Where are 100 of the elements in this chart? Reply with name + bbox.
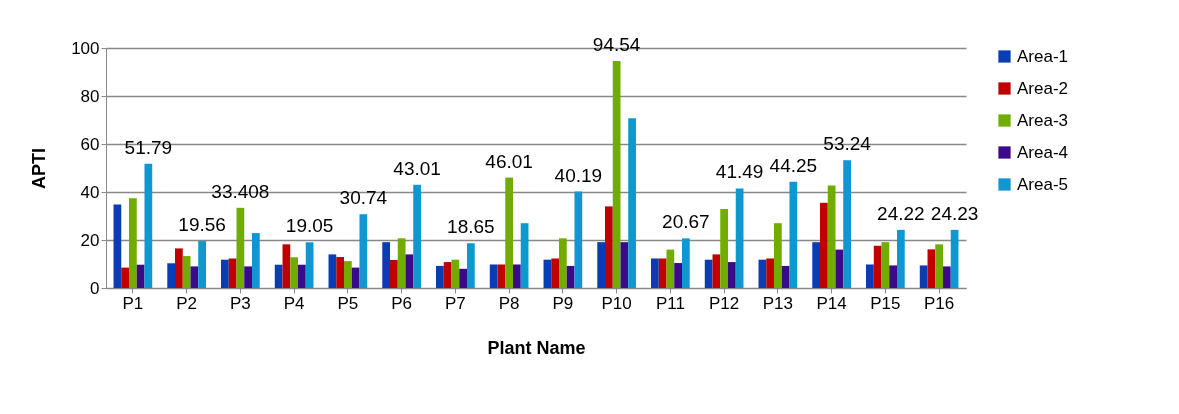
bar	[182, 256, 191, 288]
x-tick-label: P1	[122, 293, 144, 313]
data-label: 43.01	[393, 157, 441, 179]
bar	[305, 242, 314, 288]
bar	[835, 249, 844, 288]
data-label: 40.19	[554, 164, 603, 186]
x-tick-label: P10	[601, 293, 632, 313]
bar	[113, 204, 122, 288]
bar	[943, 266, 951, 288]
bar	[443, 262, 452, 288]
x-tick-label: P16	[924, 293, 955, 313]
bar	[781, 265, 790, 288]
bar	[597, 242, 606, 288]
bar	[167, 263, 176, 288]
bar	[896, 229, 905, 288]
x-tick-label: P13	[762, 293, 793, 313]
legend-label: Area-4	[1017, 142, 1069, 162]
bar	[390, 259, 398, 288]
bar	[789, 181, 798, 288]
bar	[397, 238, 406, 288]
bar	[566, 265, 575, 288]
bar	[866, 264, 874, 288]
y-tick-label: 40	[80, 182, 100, 202]
x-tick-label: P2	[176, 293, 198, 313]
bar	[290, 257, 298, 288]
bar	[144, 163, 153, 288]
bar	[282, 244, 291, 288]
bar	[612, 61, 621, 288]
data-label: 24.23	[930, 202, 979, 224]
x-tick-label: P14	[816, 293, 847, 313]
bar	[674, 263, 682, 288]
bar	[827, 185, 836, 288]
bar	[497, 264, 506, 288]
data-label: 53.24	[823, 133, 872, 155]
x-tick-label: P7	[444, 293, 466, 313]
y-tick-label: 20	[80, 230, 100, 250]
data-label: 33.408	[211, 180, 270, 202]
bar	[666, 249, 675, 288]
bar	[919, 265, 928, 288]
bar	[436, 265, 444, 288]
bar	[413, 184, 421, 288]
bar	[175, 248, 183, 288]
data-label: 24.22	[877, 202, 925, 224]
x-tick-label: P15	[870, 293, 901, 313]
bar	[812, 242, 821, 288]
x-tick-label: P4	[283, 293, 305, 313]
data-label: 20.67	[662, 211, 710, 233]
bar	[728, 262, 736, 288]
bar	[889, 265, 897, 288]
y-tick-label: 80	[80, 86, 100, 106]
bar	[651, 258, 659, 288]
bar	[505, 177, 513, 288]
bar	[559, 238, 567, 288]
bar	[927, 249, 936, 288]
bar	[881, 242, 890, 288]
data-label: 18.65	[447, 216, 495, 238]
bar	[720, 209, 728, 288]
bar	[950, 229, 959, 288]
bar	[843, 160, 851, 288]
bar	[466, 243, 475, 288]
y-tick-label: 100	[71, 38, 100, 58]
bar	[735, 188, 744, 288]
bar	[221, 259, 229, 288]
bar	[520, 223, 529, 288]
bar	[620, 242, 629, 288]
bar	[704, 259, 713, 288]
bar	[681, 238, 690, 288]
data-label: 94.54	[592, 34, 641, 56]
legend-label: Area-2	[1017, 78, 1069, 98]
bar	[605, 206, 613, 288]
bar	[328, 254, 337, 288]
bar	[574, 191, 583, 288]
x-tick-label: P6	[391, 293, 413, 313]
legend-label: Area-1	[1017, 46, 1069, 66]
bar	[658, 258, 667, 288]
data-label: 19.05	[285, 215, 334, 237]
bar	[236, 207, 245, 288]
bar	[336, 257, 345, 288]
bar	[190, 266, 199, 288]
data-label: 19.56	[178, 214, 226, 236]
bar	[405, 254, 414, 288]
bar	[459, 268, 467, 288]
bar	[489, 264, 498, 288]
bar	[628, 118, 636, 288]
bar	[251, 233, 260, 288]
legend-label: Area-3	[1017, 110, 1069, 130]
y-tick-label: 0	[90, 278, 100, 298]
legend-label: Area-5	[1017, 174, 1069, 194]
data-label: 51.79	[124, 136, 173, 158]
bar	[228, 258, 237, 288]
bar	[873, 245, 882, 288]
y-tick-label: 60	[80, 134, 100, 154]
bar	[359, 214, 368, 288]
x-tick-label: P12	[709, 293, 740, 313]
bar	[382, 242, 391, 288]
data-label: 41.49	[715, 161, 764, 183]
bar	[774, 223, 782, 288]
data-label: 46.01	[485, 150, 533, 172]
bar	[712, 254, 721, 288]
bar	[121, 267, 129, 288]
